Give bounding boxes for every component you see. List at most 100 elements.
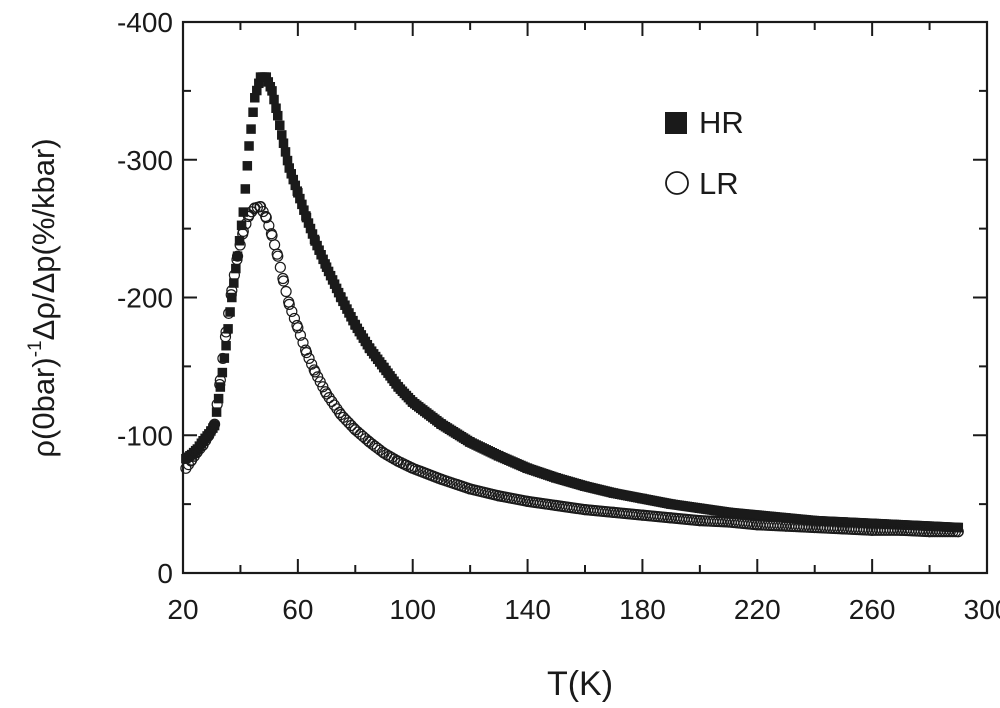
hr-data-point	[278, 138, 289, 148]
lr-data-point	[223, 307, 235, 319]
y-tick-label: -100	[117, 420, 173, 451]
lr-data-point	[214, 374, 226, 386]
legend-hr-marker	[665, 112, 687, 134]
lr-data-point	[288, 312, 301, 325]
lr-data-point	[225, 289, 237, 301]
hr-data-point	[299, 205, 309, 215]
hr-data-point	[305, 223, 316, 234]
lr-data-point	[360, 433, 372, 445]
hr-data-point	[223, 324, 233, 334]
hr-data-point	[248, 107, 258, 117]
lr-data-point	[887, 524, 899, 536]
x-tick-label: 300	[964, 594, 1000, 625]
hr-data-point	[290, 180, 301, 191]
hr-data-point	[238, 207, 249, 217]
hr-data-point	[284, 163, 294, 173]
series-lr-marks	[180, 200, 964, 538]
hr-data-point	[254, 78, 264, 89]
lr-data-point	[211, 398, 223, 410]
hr-data-point	[267, 86, 277, 96]
lr-data-point	[226, 285, 238, 297]
axis-ticks	[182, 21, 988, 574]
y-tick-label: -200	[117, 283, 173, 314]
hr-data-point	[250, 93, 260, 103]
hr-data-point	[282, 155, 293, 166]
hr-data-point	[232, 251, 243, 261]
y-tick-label: 0	[157, 558, 173, 589]
hr-data-point	[211, 407, 222, 417]
lr-data-point	[219, 331, 232, 343]
hr-data-point	[301, 212, 312, 223]
y-axis-label-rest: Δρ/Δp(%/kbar)	[26, 138, 61, 340]
hr-data-point	[263, 77, 274, 87]
lr-data-point	[949, 526, 962, 538]
hr-data-point	[261, 72, 272, 82]
hr-data-point	[231, 263, 241, 274]
x-tick-label: 260	[849, 594, 896, 625]
lr-data-point	[892, 524, 904, 536]
lr-data-point	[272, 250, 284, 262]
hr-data-point	[229, 278, 239, 288]
hr-data-point	[297, 199, 307, 210]
lr-data-point	[237, 225, 249, 237]
lr-data-point	[274, 261, 286, 273]
hr-data-point	[221, 340, 231, 351]
lr-data-point	[208, 418, 221, 430]
lr-data-point	[952, 526, 964, 538]
hr-data-point	[295, 193, 305, 204]
hr-data-point	[219, 353, 230, 363]
hr-data-point	[269, 94, 279, 105]
lr-data-point	[947, 526, 959, 538]
lr-data-point	[297, 337, 309, 349]
hr-data-point	[280, 147, 291, 157]
axis-tick-labels: 20 60 100 140 180 220 260 300 0 -100 -200 -300 -400	[117, 7, 1000, 625]
x-tick-label: 100	[389, 594, 436, 625]
x-tick-label: 220	[734, 594, 781, 625]
hr-data-point	[217, 367, 228, 378]
hr-data-point	[213, 393, 224, 404]
lr-data-point	[294, 329, 307, 341]
hr-data-point	[273, 110, 283, 121]
legend-hr-label: HR	[699, 105, 744, 140]
y-tick-label: -400	[117, 7, 173, 38]
lr-data-point	[268, 239, 281, 251]
hr-data-point	[209, 420, 220, 431]
hr-data-point	[275, 120, 285, 131]
hr-data-point	[303, 218, 314, 228]
hr-data-point	[244, 141, 254, 151]
hr-data-point	[277, 130, 287, 140]
lr-data-point	[283, 298, 295, 310]
hr-data-point	[225, 307, 235, 317]
lr-data-point	[260, 212, 272, 224]
lr-data-point	[214, 378, 226, 391]
lr-data-point	[345, 419, 357, 432]
lr-data-point	[300, 347, 313, 359]
lr-data-point	[280, 285, 292, 298]
lr-data-point	[306, 358, 318, 370]
lr-data-point	[944, 526, 956, 538]
lr-data-point	[231, 254, 243, 266]
lr-data-point	[286, 305, 298, 318]
lr-data-point	[348, 422, 360, 434]
hr-data-point	[288, 174, 299, 185]
y-axis-label: ρ(0bar)-1Δρ/Δp(%/kbar)	[25, 138, 61, 457]
y-axis-label-superscript: -1	[25, 340, 46, 357]
series-hr-marks	[181, 72, 964, 533]
y-tick-label: -300	[117, 145, 173, 176]
y-axis-label-main: ρ(0bar)	[26, 357, 61, 457]
x-tick-label: 20	[167, 594, 198, 625]
hr-data-point	[215, 382, 226, 392]
lr-data-point	[228, 269, 240, 281]
lr-data-point	[889, 524, 902, 536]
hr-data-point	[252, 85, 262, 96]
hr-data-point	[240, 184, 251, 194]
lr-data-point	[220, 326, 232, 338]
lr-data-point	[231, 250, 244, 262]
lr-data-point	[194, 443, 206, 455]
hr-data-point	[286, 169, 297, 179]
lr-data-point	[217, 352, 229, 365]
legend-lr-label: LR	[699, 166, 739, 201]
hr-data-point	[242, 161, 253, 171]
lr-data-point	[277, 275, 290, 287]
lr-data-point	[292, 322, 304, 334]
